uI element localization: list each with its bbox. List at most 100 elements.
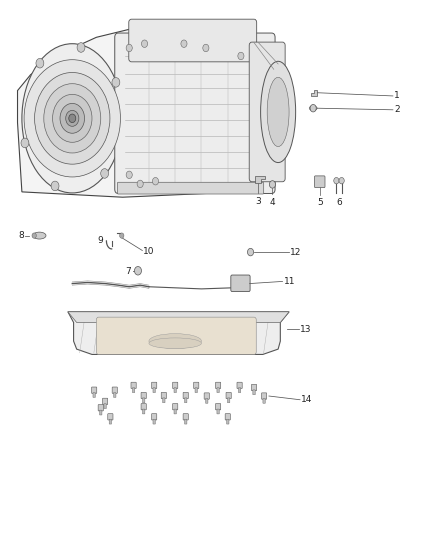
Circle shape [53, 94, 92, 142]
Circle shape [101, 168, 109, 178]
FancyBboxPatch shape [141, 403, 146, 410]
Ellipse shape [33, 232, 46, 239]
FancyBboxPatch shape [204, 393, 209, 399]
Ellipse shape [149, 334, 201, 349]
FancyBboxPatch shape [131, 382, 136, 389]
FancyBboxPatch shape [117, 182, 264, 194]
FancyBboxPatch shape [112, 387, 117, 393]
FancyBboxPatch shape [183, 414, 188, 420]
Circle shape [269, 181, 276, 188]
FancyBboxPatch shape [161, 392, 166, 399]
FancyBboxPatch shape [217, 388, 219, 393]
Circle shape [203, 44, 209, 52]
Circle shape [334, 177, 339, 184]
FancyBboxPatch shape [184, 419, 187, 424]
Text: 6: 6 [336, 198, 342, 207]
Circle shape [112, 77, 120, 87]
Text: 4: 4 [270, 198, 275, 207]
Circle shape [247, 248, 254, 256]
FancyBboxPatch shape [129, 19, 257, 62]
Circle shape [126, 44, 132, 52]
FancyBboxPatch shape [132, 388, 135, 393]
Circle shape [120, 233, 124, 238]
FancyBboxPatch shape [115, 33, 275, 193]
FancyBboxPatch shape [98, 405, 103, 411]
Circle shape [134, 266, 141, 275]
Circle shape [310, 104, 316, 112]
FancyBboxPatch shape [96, 317, 256, 354]
FancyBboxPatch shape [226, 392, 231, 399]
FancyBboxPatch shape [251, 384, 257, 391]
FancyBboxPatch shape [215, 403, 221, 410]
FancyBboxPatch shape [174, 409, 177, 414]
Circle shape [35, 72, 110, 164]
FancyBboxPatch shape [109, 419, 112, 424]
FancyBboxPatch shape [225, 414, 230, 420]
Text: 10: 10 [143, 247, 155, 256]
Circle shape [36, 59, 44, 68]
FancyBboxPatch shape [162, 398, 165, 403]
Circle shape [238, 52, 244, 60]
FancyBboxPatch shape [174, 388, 177, 393]
FancyBboxPatch shape [108, 414, 113, 420]
FancyBboxPatch shape [153, 388, 155, 393]
FancyBboxPatch shape [314, 176, 325, 188]
Polygon shape [18, 21, 285, 197]
FancyBboxPatch shape [261, 393, 267, 399]
Ellipse shape [149, 338, 201, 349]
FancyBboxPatch shape [217, 409, 219, 414]
FancyBboxPatch shape [183, 392, 188, 399]
FancyBboxPatch shape [249, 42, 285, 182]
Circle shape [44, 84, 101, 153]
FancyBboxPatch shape [226, 419, 229, 424]
Circle shape [126, 171, 132, 179]
Circle shape [60, 103, 85, 133]
FancyBboxPatch shape [93, 392, 95, 398]
FancyBboxPatch shape [99, 410, 102, 415]
FancyBboxPatch shape [173, 403, 178, 410]
Circle shape [137, 180, 143, 188]
FancyBboxPatch shape [227, 398, 230, 403]
Circle shape [339, 177, 344, 184]
Circle shape [21, 138, 29, 148]
Text: 12: 12 [290, 248, 302, 256]
FancyBboxPatch shape [231, 275, 250, 292]
Circle shape [77, 43, 85, 52]
FancyBboxPatch shape [253, 390, 255, 395]
Text: 5: 5 [317, 198, 323, 207]
Circle shape [141, 40, 148, 47]
FancyBboxPatch shape [142, 398, 145, 403]
FancyBboxPatch shape [238, 388, 241, 393]
Polygon shape [68, 312, 289, 354]
Circle shape [24, 60, 120, 177]
Circle shape [152, 177, 159, 185]
Polygon shape [311, 90, 317, 96]
Ellipse shape [22, 44, 123, 193]
Circle shape [66, 110, 79, 126]
Ellipse shape [261, 61, 296, 163]
FancyBboxPatch shape [152, 414, 157, 420]
FancyBboxPatch shape [205, 399, 208, 403]
FancyBboxPatch shape [215, 382, 221, 389]
FancyBboxPatch shape [92, 387, 97, 393]
Text: 3: 3 [255, 197, 261, 206]
Ellipse shape [267, 77, 289, 147]
FancyBboxPatch shape [263, 399, 265, 403]
Text: 14: 14 [301, 395, 313, 404]
Ellipse shape [309, 106, 317, 110]
Text: 9: 9 [97, 237, 103, 245]
FancyBboxPatch shape [152, 382, 157, 389]
FancyBboxPatch shape [102, 398, 108, 405]
FancyBboxPatch shape [173, 382, 178, 389]
Circle shape [181, 40, 187, 47]
FancyBboxPatch shape [153, 419, 155, 424]
FancyBboxPatch shape [195, 388, 198, 393]
Circle shape [69, 114, 76, 123]
Text: 11: 11 [284, 277, 295, 286]
Text: 7: 7 [126, 268, 131, 276]
Text: 8: 8 [18, 231, 24, 240]
FancyBboxPatch shape [113, 392, 116, 398]
FancyBboxPatch shape [141, 392, 146, 399]
Polygon shape [255, 176, 265, 183]
FancyBboxPatch shape [194, 382, 199, 389]
